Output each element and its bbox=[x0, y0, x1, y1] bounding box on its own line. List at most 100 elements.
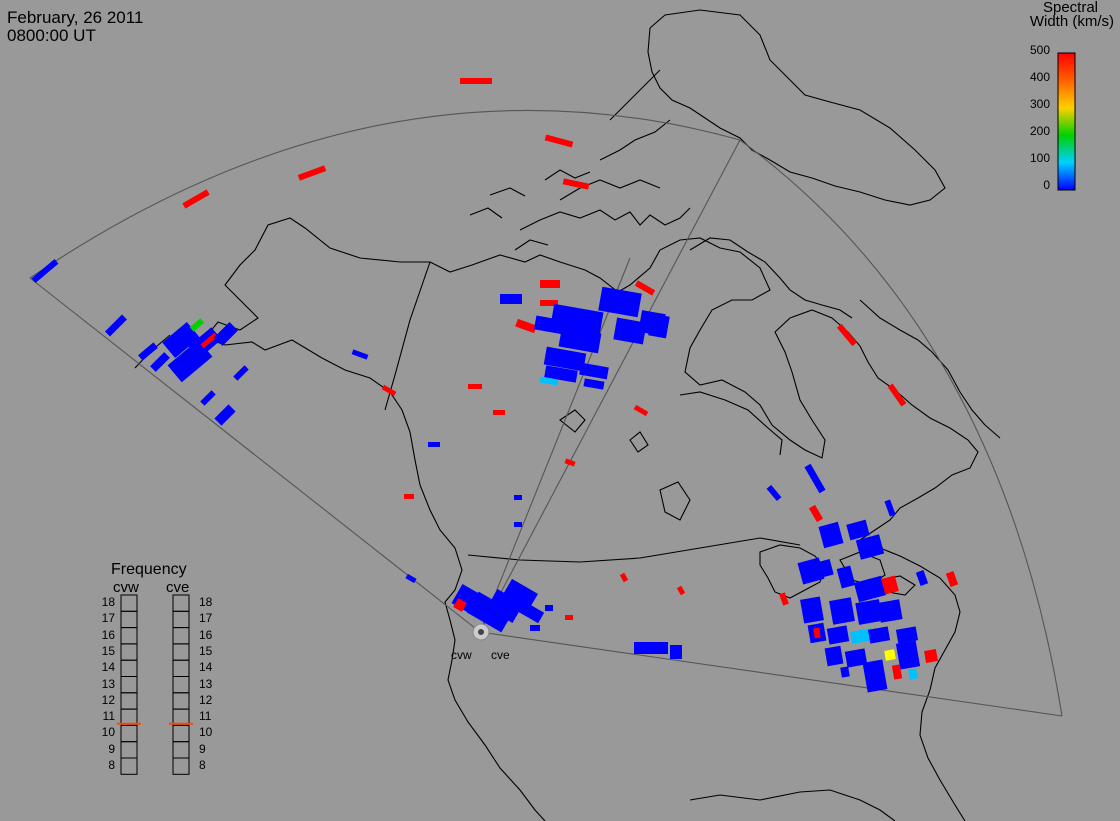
colorbar-tick-label: 400 bbox=[1029, 70, 1050, 84]
scatter-cell bbox=[844, 648, 868, 668]
scatter-cell bbox=[633, 404, 649, 417]
scatter-cell bbox=[884, 499, 896, 517]
frequency-scales bbox=[117, 594, 193, 775]
scatter-cell bbox=[138, 342, 158, 361]
scatter-cell bbox=[530, 625, 540, 631]
coastlines bbox=[134, 9, 1001, 821]
scatter-cell bbox=[824, 645, 844, 667]
scatter-cell bbox=[543, 346, 587, 372]
scatter-cell bbox=[855, 534, 885, 560]
radar-site-dot bbox=[478, 629, 484, 635]
scatter-cell bbox=[404, 494, 414, 499]
scatter-cell bbox=[840, 666, 850, 678]
frequency-tick-label: 14 bbox=[199, 660, 213, 675]
scatter-cell bbox=[808, 504, 824, 523]
freq-radar-label-cve: cve bbox=[166, 579, 190, 596]
scatter-cell bbox=[200, 332, 218, 349]
scatter-cell bbox=[613, 317, 647, 345]
scatter-cell bbox=[493, 410, 505, 415]
scatter-cell bbox=[818, 521, 844, 549]
scatter-cell bbox=[846, 519, 870, 541]
scatter-cell bbox=[766, 484, 782, 502]
frequency-tick-label: 18 bbox=[199, 595, 213, 609]
scatter-cell bbox=[813, 627, 821, 639]
scatter-cell bbox=[881, 575, 899, 595]
scatter-cell bbox=[619, 572, 629, 583]
scatter-cell bbox=[583, 378, 605, 390]
scatter-cell bbox=[804, 463, 826, 494]
scatter-cell bbox=[648, 313, 670, 339]
scatter-cell bbox=[515, 318, 537, 334]
scatter-cell bbox=[381, 384, 397, 397]
scatter-cell bbox=[539, 376, 559, 386]
scatter-cell bbox=[579, 362, 609, 380]
scatter-cell bbox=[297, 165, 327, 181]
scatter-cell bbox=[800, 596, 824, 624]
scatter-cell bbox=[500, 294, 522, 304]
scatter-cell bbox=[908, 668, 918, 680]
colorbar-tick-label: 100 bbox=[1029, 151, 1050, 165]
date-label: February, 26 2011 bbox=[7, 8, 144, 27]
scatter-cell bbox=[453, 598, 467, 612]
scatter-cell bbox=[550, 303, 604, 335]
scatter-cells bbox=[31, 78, 959, 693]
scatter-cell bbox=[562, 178, 590, 190]
scatter-cell bbox=[598, 286, 642, 318]
scatter-cell bbox=[31, 259, 59, 283]
scatter-cell bbox=[826, 625, 850, 645]
scatter-cell bbox=[634, 280, 656, 296]
scatter-cell bbox=[200, 390, 216, 406]
scatter-cell bbox=[945, 571, 959, 587]
scatter-cell bbox=[891, 664, 903, 680]
scatter-cell bbox=[189, 318, 205, 332]
scatter-cell bbox=[836, 323, 858, 347]
scatter-cell bbox=[162, 322, 200, 358]
scatter-cell bbox=[895, 640, 921, 670]
scatter-cell bbox=[564, 458, 576, 467]
frequency-tick-label: 17 bbox=[101, 611, 115, 626]
scatter-cell bbox=[544, 365, 578, 383]
frequency-tick-label: 15 bbox=[199, 643, 213, 658]
scatter-cell bbox=[887, 383, 907, 407]
frequency-tick-label: 9 bbox=[199, 741, 206, 756]
frequency-cell bbox=[172, 757, 190, 775]
frequency-tick-label: 13 bbox=[199, 676, 213, 691]
scatter-cell bbox=[867, 626, 891, 644]
frequency-tick-label: 16 bbox=[101, 627, 115, 642]
frequency-tick-label: 8 bbox=[108, 758, 115, 772]
scatter-cell bbox=[182, 189, 210, 209]
colorbar-tick-label: 500 bbox=[1029, 43, 1050, 57]
scatter-cell bbox=[405, 573, 417, 584]
station-label-cvw: cvw bbox=[451, 648, 472, 662]
scatter-cell bbox=[895, 626, 919, 644]
scatter-cell bbox=[351, 349, 369, 360]
scatter-cell bbox=[676, 585, 686, 596]
scatter-cell bbox=[513, 598, 545, 624]
frequency-cell bbox=[120, 757, 138, 775]
frequency-tick-label: 13 bbox=[101, 676, 115, 691]
frequency-title: Frequency bbox=[111, 561, 187, 578]
scatter-cell bbox=[466, 591, 514, 633]
frequency-tick-label: 12 bbox=[199, 692, 213, 707]
frequency-tick-label: 11 bbox=[102, 709, 115, 724]
scatter-cell bbox=[468, 384, 482, 389]
radar-fov bbox=[29, 109, 1063, 717]
scatter-cell bbox=[836, 565, 856, 589]
scatter-cell bbox=[514, 495, 522, 500]
frequency-tick-label: 17 bbox=[199, 611, 213, 626]
scatter-cell bbox=[213, 321, 239, 347]
scatter-cell bbox=[544, 134, 574, 148]
scatter-cell bbox=[233, 365, 249, 381]
scatter-cell bbox=[877, 599, 903, 623]
scatter-cell bbox=[884, 649, 896, 661]
scatter-cell bbox=[924, 649, 938, 663]
scatter-cell bbox=[502, 578, 538, 612]
scatter-cell bbox=[105, 314, 127, 337]
frequency-tick-label: 14 bbox=[101, 660, 115, 675]
scatter-cell bbox=[634, 642, 668, 654]
colorbar-tick-label: 0 bbox=[1043, 178, 1050, 192]
frequency-tick-label: 16 bbox=[199, 627, 213, 642]
station-label-cve: cve bbox=[491, 648, 510, 662]
